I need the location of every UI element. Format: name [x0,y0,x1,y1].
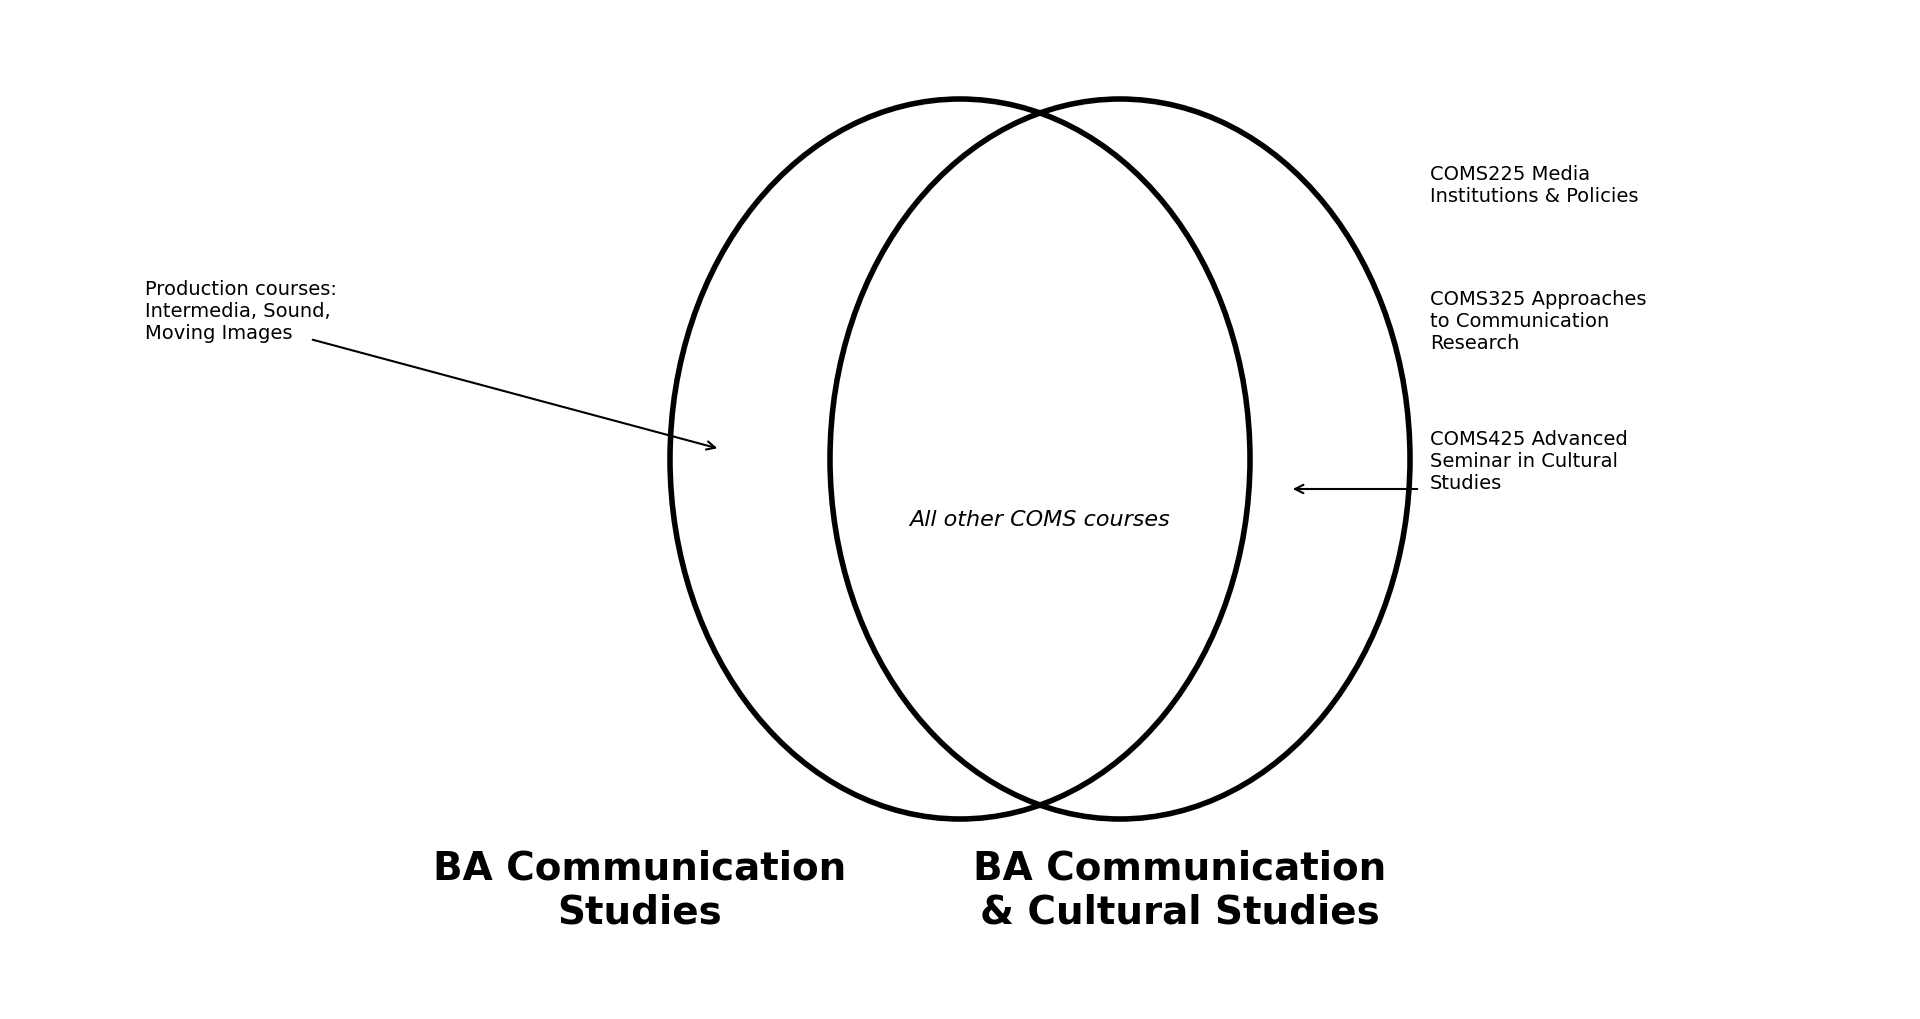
Text: BA Communication
Studies: BA Communication Studies [434,848,847,930]
Text: COMS325 Approaches
to Communication
Research: COMS325 Approaches to Communication Rese… [1430,289,1647,353]
Text: Production courses:
Intermedia, Sound,
Moving Images: Production courses: Intermedia, Sound, M… [146,280,336,342]
Text: COMS225 Media
Institutions & Policies: COMS225 Media Institutions & Policies [1430,165,1638,206]
Text: BA Communication
& Cultural Studies: BA Communication & Cultural Studies [973,848,1386,930]
Text: All other COMS courses: All other COMS courses [910,510,1171,530]
Text: COMS425 Advanced
Seminar in Cultural
Studies: COMS425 Advanced Seminar in Cultural Stu… [1430,430,1628,492]
